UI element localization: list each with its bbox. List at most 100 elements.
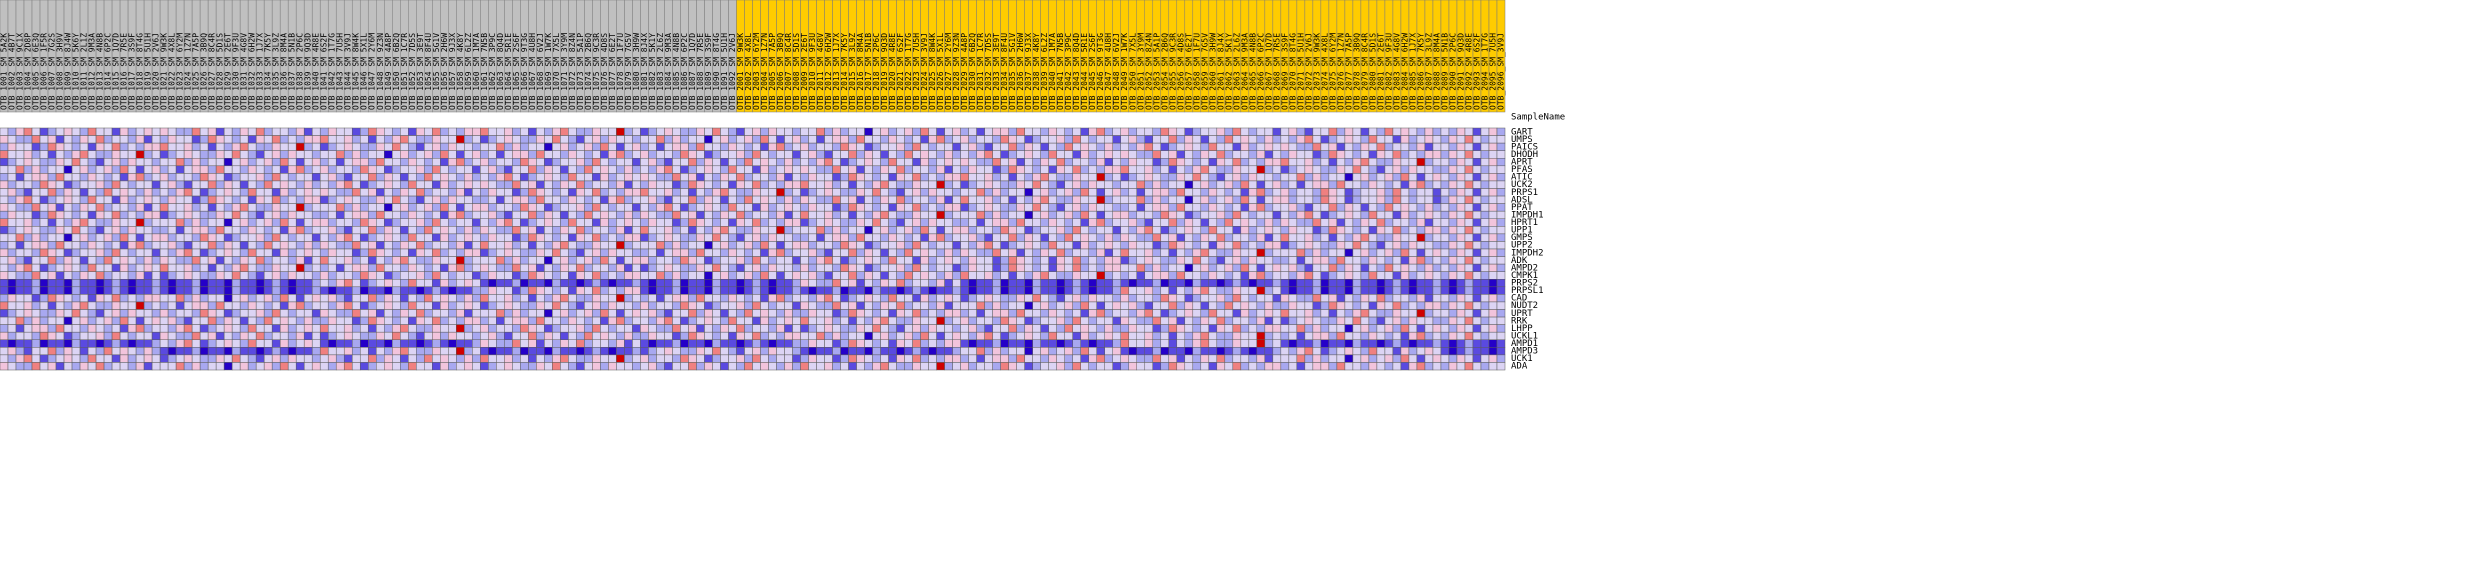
heat-cell xyxy=(544,165,553,174)
heat-cell xyxy=(880,165,889,174)
heat-cell xyxy=(800,203,809,212)
heat-cell xyxy=(1016,180,1025,189)
heat-cell xyxy=(183,294,193,303)
heat-cell xyxy=(968,226,977,235)
heat-cell xyxy=(856,279,865,288)
heat-cell xyxy=(199,210,209,219)
heat-cell xyxy=(159,263,169,272)
heat-cell xyxy=(1032,142,1041,151)
heat-cell xyxy=(1104,263,1113,272)
heat-cell xyxy=(648,256,657,265)
heat-cell xyxy=(31,158,41,167)
column-label: OTB_1022_SM_4X8L xyxy=(168,33,177,110)
heat-cell xyxy=(1424,158,1434,167)
heat-cell xyxy=(624,188,633,197)
heat-cell xyxy=(359,271,369,280)
heat-cell xyxy=(279,195,289,204)
heat-cell xyxy=(376,195,385,204)
column-label: OTB_2079_SM_8C4R xyxy=(1360,33,1369,110)
heat-cell xyxy=(888,226,897,235)
heat-cell xyxy=(1472,142,1482,151)
heat-cell xyxy=(1136,294,1146,303)
heat-cell xyxy=(207,188,217,197)
heat-cell xyxy=(552,180,561,189)
heat-cell xyxy=(1424,286,1434,295)
heat-cell xyxy=(1160,241,1170,250)
heat-cell xyxy=(832,248,841,257)
heat-cell xyxy=(736,173,745,182)
heat-cell xyxy=(215,233,225,242)
heat-cell xyxy=(1448,286,1458,295)
heat-cell xyxy=(1280,188,1290,197)
heat-cell xyxy=(392,188,401,197)
heat-cell xyxy=(1000,301,1009,310)
heat-cell xyxy=(1264,263,1274,272)
heat-cell xyxy=(87,180,97,189)
heat-cell xyxy=(135,195,145,204)
heat-cell xyxy=(632,233,641,242)
heat-cell xyxy=(295,279,305,288)
heat-cell xyxy=(480,256,489,265)
heat-cell xyxy=(1056,301,1065,310)
heat-cell xyxy=(79,142,89,151)
heat-cell xyxy=(904,135,913,144)
heat-cell xyxy=(39,233,49,242)
heat-cell xyxy=(880,218,889,227)
heat-cell xyxy=(1376,158,1386,167)
heat-cell xyxy=(400,195,409,204)
heat-cell xyxy=(624,150,633,159)
heat-cell xyxy=(263,158,273,167)
column-label: OTB_2073_SM_9W3K xyxy=(1312,33,1321,110)
heat-cell xyxy=(279,210,289,219)
heat-cell xyxy=(71,279,81,288)
heat-cell xyxy=(111,301,121,310)
heat-cell xyxy=(896,180,905,189)
heat-cell xyxy=(1488,248,1498,257)
heat-cell xyxy=(167,233,177,242)
heat-cell xyxy=(343,271,353,280)
heat-cell xyxy=(1408,279,1418,288)
column-label: OTB_2090_SM_2P6C xyxy=(1448,33,1457,110)
heat-cell xyxy=(752,218,761,227)
heat-cell xyxy=(63,226,73,235)
heat-cell xyxy=(1440,188,1450,197)
column-label: OTB_2039_SM_6L2Z xyxy=(1040,33,1049,110)
heat-cell xyxy=(1080,127,1089,136)
heat-cell xyxy=(504,203,513,212)
heat-cell xyxy=(1120,279,1129,288)
heat-cell xyxy=(79,195,89,204)
heat-cell xyxy=(944,127,953,136)
heat-cell xyxy=(856,127,865,136)
column-label: OTB_2013_SM_1J7X xyxy=(832,33,841,110)
heat-cell xyxy=(1096,165,1105,174)
heat-cell xyxy=(103,279,113,288)
heat-cell xyxy=(896,173,905,182)
heat-cell xyxy=(856,286,865,295)
heat-cell xyxy=(1304,195,1314,204)
heat-cell xyxy=(359,309,369,318)
heat-cell xyxy=(472,279,481,288)
heat-cell xyxy=(1016,294,1025,303)
heat-cell xyxy=(1080,210,1089,219)
heat-cell xyxy=(1248,241,1258,250)
heat-cell xyxy=(416,309,425,318)
heat-cell xyxy=(472,173,481,182)
heat-cell xyxy=(231,210,241,219)
heat-cell xyxy=(63,135,73,144)
heat-cell xyxy=(568,263,577,272)
heat-cell xyxy=(199,218,209,227)
heat-cell xyxy=(1272,301,1282,310)
heat-cell xyxy=(167,188,177,197)
heat-cell xyxy=(1328,301,1338,310)
heat-cell xyxy=(536,188,545,197)
heat-cell xyxy=(295,135,305,144)
heat-cell xyxy=(464,142,473,151)
heat-cell xyxy=(1000,286,1009,295)
heat-cell xyxy=(1216,294,1226,303)
heat-cell xyxy=(1192,218,1202,227)
heat-cell xyxy=(576,142,585,151)
heat-cell xyxy=(1464,173,1474,182)
heat-cell xyxy=(1344,271,1354,280)
heat-cell xyxy=(23,233,33,242)
heat-cell xyxy=(1184,188,1194,197)
